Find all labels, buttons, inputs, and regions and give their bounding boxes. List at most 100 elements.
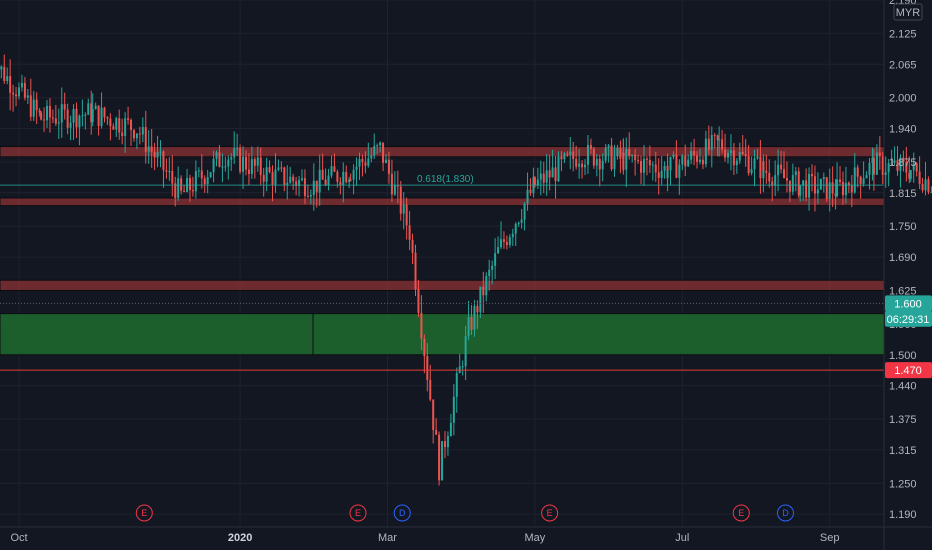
- candle-body: [816, 189, 819, 194]
- candle-body: [253, 159, 256, 166]
- candle-body: [698, 159, 701, 162]
- candle-body: [183, 190, 186, 192]
- y-tick-label: 1.750: [889, 221, 917, 233]
- candle-body: [361, 159, 364, 163]
- candle-body: [572, 151, 575, 160]
- event-marker-e[interactable]: E: [541, 504, 559, 522]
- candle-body: [628, 149, 631, 157]
- candle-body: [592, 148, 595, 166]
- candle-body: [370, 155, 373, 159]
- candle-body: [884, 172, 887, 175]
- event-label: E: [355, 508, 361, 518]
- candle-body: [209, 172, 212, 178]
- candle-body: [40, 112, 43, 120]
- candle-body: [491, 265, 494, 270]
- candle-body: [511, 233, 514, 238]
- candle-body: [35, 99, 38, 111]
- candle-body: [802, 180, 805, 185]
- currency-box: [893, 3, 923, 21]
- candle-body: [713, 135, 716, 137]
- candle-body: [539, 173, 542, 180]
- candle-body: [301, 178, 304, 180]
- candle-body: [871, 157, 874, 164]
- candle-body: [753, 158, 756, 170]
- candle-body: [908, 172, 911, 179]
- candle-body: [805, 180, 808, 198]
- time-axis[interactable]: Oct2020MarMayJulSepNov2021MarMayJulSep: [0, 526, 932, 544]
- event-marker-e[interactable]: E: [349, 504, 367, 522]
- y-tick-label: 1.500: [889, 350, 917, 362]
- candle-body: [402, 204, 405, 214]
- candle-body: [756, 156, 759, 159]
- candle-body: [675, 154, 678, 178]
- candle-body: [29, 95, 32, 117]
- candle-body: [91, 108, 94, 123]
- event-marker-d[interactable]: D: [776, 504, 794, 522]
- candle-body: [724, 149, 727, 158]
- candle-body: [309, 194, 312, 197]
- candle-body: [718, 139, 721, 141]
- candle-body: [227, 159, 230, 167]
- price-axis[interactable]: 2.1902.1252.0652.0001.9401.8751.8151.750…: [883, 0, 923, 550]
- candle-body: [78, 115, 81, 128]
- candle-body: [684, 155, 687, 167]
- candle-body: [785, 178, 788, 181]
- candle-body: [508, 237, 511, 245]
- candle-body: [218, 152, 221, 167]
- candle-body: [476, 305, 479, 313]
- candle-body: [841, 181, 844, 196]
- event-marker-e[interactable]: E: [732, 504, 750, 522]
- candle-body: [502, 239, 505, 243]
- candle-body: [777, 164, 780, 176]
- candle-body: [90, 103, 93, 123]
- event-marker-e[interactable]: E: [135, 504, 153, 522]
- candle-body: [622, 152, 625, 170]
- candle-body: [9, 76, 12, 93]
- candle-body: [443, 441, 446, 448]
- candle-body: [455, 373, 458, 397]
- price-badges: 1.600 06:29:31 1.470: [885, 295, 932, 379]
- candle-body: [212, 159, 215, 173]
- candle-body: [206, 177, 209, 185]
- candle-body: [423, 338, 426, 357]
- x-tick-label: Sep: [820, 532, 840, 544]
- candle-body: [604, 147, 607, 161]
- candle-body: [97, 105, 100, 126]
- candle-body: [494, 253, 497, 266]
- candle-body: [836, 179, 839, 197]
- x-tick-label: May: [525, 532, 546, 544]
- candle-body: [312, 180, 315, 195]
- candle-body: [578, 163, 581, 167]
- candle-body: [774, 175, 777, 186]
- y-tick-label: 2.000: [889, 93, 917, 105]
- candle-body: [497, 247, 500, 254]
- candle-body: [38, 110, 41, 113]
- candle-body: [831, 182, 834, 194]
- candle-body: [586, 144, 589, 165]
- candle-body: [747, 156, 750, 174]
- candle-body: [909, 170, 912, 179]
- candle-body: [566, 153, 569, 155]
- price-badge: [885, 310, 932, 327]
- candle-body: [839, 179, 842, 182]
- candle-body: [822, 177, 825, 179]
- candle-body: [130, 119, 133, 131]
- event-marker-d[interactable]: D: [393, 504, 411, 522]
- candle-body: [18, 87, 20, 97]
- candle-body: [520, 219, 523, 223]
- candle-body: [514, 223, 517, 234]
- candle-body: [517, 222, 520, 224]
- candle-body: [100, 107, 103, 126]
- candle-body: [435, 429, 438, 435]
- candle-body: [473, 305, 476, 330]
- candle-body: [610, 145, 613, 170]
- candle-body: [868, 163, 871, 175]
- candle-body: [399, 186, 402, 214]
- candle-body: [765, 170, 768, 173]
- candle-body: [750, 169, 753, 174]
- y-tick-label: 1.940: [889, 124, 917, 136]
- candle-body: [333, 166, 336, 172]
- candle-body: [194, 171, 197, 192]
- event-circle: [776, 504, 794, 522]
